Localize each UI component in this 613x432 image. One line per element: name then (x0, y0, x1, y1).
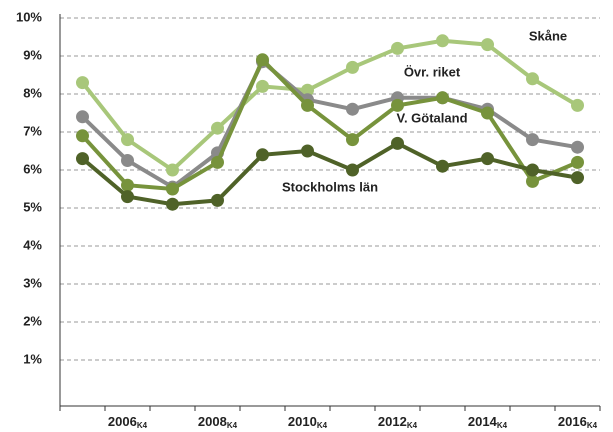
y-tick-label: 4% (23, 237, 42, 252)
series-point (346, 133, 359, 147)
x-tick-label: 2016K4 (558, 414, 598, 430)
x-tick-year: 2008 (198, 414, 227, 429)
series-point (256, 79, 269, 93)
series-point (76, 152, 89, 166)
x-tick-year: 2016 (558, 414, 587, 429)
x-tick-label: 2010K4 (288, 414, 328, 430)
series-point (391, 98, 404, 112)
series-point (391, 136, 404, 150)
series-label: V. Götaland (396, 110, 467, 125)
series-line (80, 38, 579, 173)
series-line (81, 141, 578, 207)
y-tick-label: 3% (23, 275, 42, 290)
series-point (301, 144, 314, 158)
series-point (121, 178, 134, 192)
series-point (211, 155, 224, 169)
series-point (166, 197, 179, 211)
series-point (121, 190, 134, 204)
x-tick-label: 2012K4 (378, 414, 418, 430)
series-line (81, 58, 578, 190)
series-point (121, 154, 134, 167)
series-line (81, 56, 579, 192)
series-point (436, 159, 449, 173)
series-point (526, 133, 539, 147)
series-point (571, 155, 584, 169)
x-tick-sub: K4 (317, 421, 328, 430)
series-point (571, 171, 584, 185)
x-tick-label: 2006K4 (108, 414, 148, 430)
y-tick-label: 10% (16, 9, 42, 24)
x-tick-year: 2014 (468, 414, 498, 429)
x-tick-sub: K4 (587, 421, 598, 430)
y-tick-label: 1% (23, 351, 42, 366)
series-point (166, 182, 179, 196)
series-point (211, 121, 224, 135)
x-tick-sub: K4 (137, 421, 148, 430)
x-tick-year: 2012 (378, 414, 407, 429)
series-point (256, 148, 269, 162)
series-point (256, 53, 269, 67)
series-point (481, 38, 494, 52)
series-label: Övr. riket (404, 64, 461, 79)
y-tick-label: 2% (23, 313, 42, 328)
series-point (346, 163, 359, 177)
y-tick-label: 9% (23, 47, 42, 62)
series-point (346, 102, 359, 116)
series-point (346, 60, 359, 74)
series-point (166, 163, 179, 177)
series-point (571, 140, 584, 154)
x-tick-sub: K4 (497, 421, 508, 430)
series-point (481, 152, 494, 166)
series-point (571, 98, 584, 112)
y-tick-label: 5% (23, 199, 42, 214)
series-point (526, 174, 539, 188)
series-label: Stockholms län (282, 179, 378, 194)
series-point (76, 76, 89, 90)
x-tick-year: 2010 (288, 414, 317, 429)
y-tick-label: 6% (23, 161, 42, 176)
series-label: Skåne (529, 28, 567, 43)
series-point (301, 83, 314, 97)
x-tick-year: 2006 (108, 414, 137, 429)
series-point (391, 41, 404, 55)
series-point (481, 106, 494, 120)
series-point (301, 98, 314, 112)
series-point (526, 163, 539, 177)
series-point (76, 110, 89, 124)
series-point (436, 34, 449, 48)
x-tick-sub: K4 (227, 421, 238, 430)
series-point (121, 133, 134, 147)
y-tick-label: 7% (23, 123, 42, 138)
series-point (211, 193, 224, 207)
series-point (76, 129, 89, 143)
series-point (436, 91, 449, 105)
x-tick-sub: K4 (407, 421, 418, 430)
series-point (526, 72, 539, 86)
y-tick-label: 8% (23, 85, 42, 100)
x-tick-label: 2008K4 (198, 414, 238, 430)
x-tick-label: 2014K4 (468, 414, 508, 430)
